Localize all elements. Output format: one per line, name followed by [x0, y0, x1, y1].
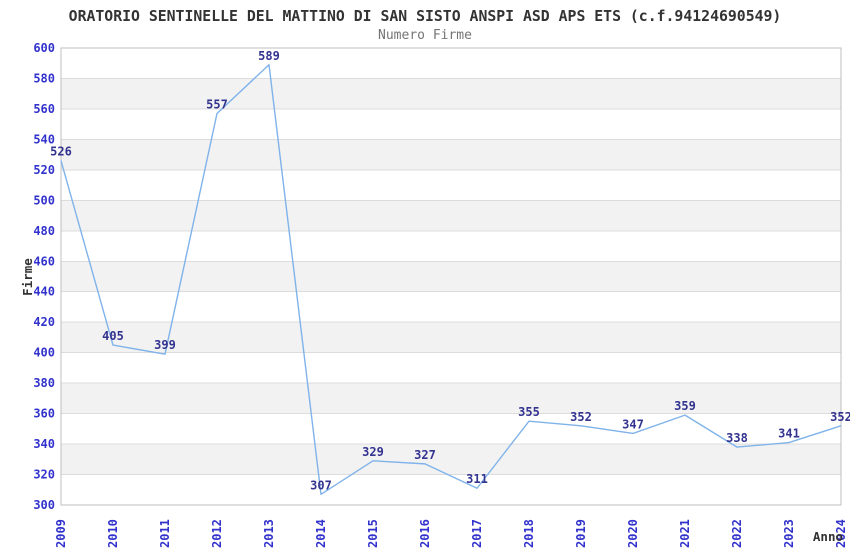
y-tick-label: 500 — [33, 193, 55, 207]
plot-band — [61, 139, 841, 170]
x-tick-label: 2018 — [522, 519, 536, 548]
plot-band — [61, 200, 841, 231]
x-tick-label: 2020 — [626, 519, 640, 548]
plot-band — [61, 78, 841, 109]
y-tick-label: 460 — [33, 254, 55, 268]
x-tick-label: 2011 — [158, 519, 172, 548]
data-point-label: 347 — [622, 417, 644, 431]
x-tick-label: 2024 — [834, 519, 848, 548]
y-tick-label: 380 — [33, 376, 55, 390]
data-point-label: 352 — [570, 410, 592, 424]
data-point-label: 526 — [50, 145, 72, 159]
x-tick-label: 2009 — [54, 519, 68, 548]
y-tick-label: 480 — [33, 224, 55, 238]
data-line — [60, 64, 842, 496]
plot-band — [61, 383, 841, 414]
x-tick-label: 2019 — [574, 519, 588, 548]
chart-plot-area: 3003203403603804004204404604805005205405… — [33, 41, 850, 548]
x-tick-label: 2016 — [418, 519, 432, 548]
data-point-label: 327 — [414, 448, 436, 462]
x-tick-label: 2015 — [366, 519, 380, 548]
data-point-label: 589 — [258, 49, 280, 63]
data-point-label: 338 — [726, 431, 748, 445]
y-tick-label: 320 — [33, 468, 55, 482]
x-tick-label: 2010 — [106, 519, 120, 548]
plot-band — [61, 322, 841, 353]
data-point-label: 329 — [362, 445, 384, 459]
x-tick-label: 2012 — [210, 519, 224, 548]
data-point-label: 399 — [154, 338, 176, 352]
y-tick-label: 560 — [33, 102, 55, 116]
x-axis-title: Anno — [813, 529, 843, 544]
data-point-label: 307 — [310, 478, 332, 492]
y-tick-label: 600 — [33, 41, 55, 55]
y-tick-label: 400 — [33, 346, 55, 360]
y-tick-label: 360 — [33, 407, 55, 421]
y-tick-label: 520 — [33, 163, 55, 177]
y-tick-label: 340 — [33, 437, 55, 451]
data-point-label: 311 — [466, 472, 488, 486]
data-point-label: 355 — [518, 405, 540, 419]
data-point-label: 405 — [102, 329, 124, 343]
y-tick-label: 440 — [33, 285, 55, 299]
y-axis-title: Firme — [20, 258, 35, 296]
y-tick-label: 420 — [33, 315, 55, 329]
plot-band — [61, 444, 841, 475]
plot-border — [60, 47, 842, 506]
data-point-label: 352 — [830, 410, 850, 424]
y-tick-label: 300 — [33, 498, 55, 512]
data-point-label: 359 — [674, 399, 696, 413]
x-tick-label: 2023 — [782, 519, 796, 548]
data-point-label: 341 — [778, 427, 800, 441]
y-tick-label: 580 — [33, 71, 55, 85]
chart-subtitle: Numero Firme — [378, 28, 472, 43]
plot-band — [61, 261, 841, 292]
x-tick-label: 2017 — [470, 519, 484, 548]
data-point-label: 557 — [206, 98, 228, 112]
y-tick-label: 540 — [33, 132, 55, 146]
x-tick-label: 2013 — [262, 519, 276, 548]
chart-title: ORATORIO SENTINELLE DEL MATTINO DI SAN S… — [69, 8, 782, 25]
x-tick-label: 2021 — [678, 519, 692, 548]
x-tick-label: 2014 — [314, 519, 328, 548]
x-tick-label: 2022 — [730, 519, 744, 548]
